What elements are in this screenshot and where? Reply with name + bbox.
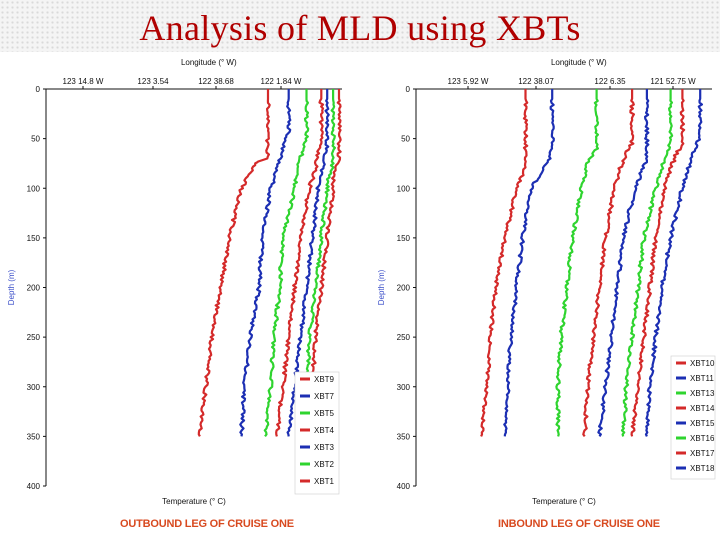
y-tick-label: 150 (397, 234, 411, 243)
top-axis-label: Longitude (° W) (551, 58, 607, 67)
top-tick-label: 123 14.8 W (63, 77, 104, 86)
inbound-chart: Longitude (° W) 123 5.92 W 122 38.07 122 6.… (377, 58, 716, 506)
x-axis-label: Temperature (° C) (162, 497, 226, 506)
title-band (0, 0, 720, 52)
y-tick-label: 250 (27, 333, 41, 342)
y-axis-label: Depth (m) (7, 269, 16, 305)
profile-xbt5 (263, 89, 310, 438)
profile-xbt7 (239, 89, 292, 437)
y-tick-label: 350 (27, 432, 41, 441)
legend-label: XBT7 (314, 392, 335, 401)
y-tick-label: 200 (27, 284, 41, 293)
y-tick-label: 300 (397, 383, 411, 392)
legend-label: XBT17 (690, 449, 715, 458)
profile-xbt16 (620, 89, 674, 437)
y-tick-label: 150 (27, 234, 41, 243)
profile-xbt13 (555, 89, 600, 437)
legend-label: XBT18 (690, 464, 715, 473)
legend-label: XBT1 (314, 477, 335, 486)
slide-title: Analysis of MLD using XBTs (139, 8, 581, 48)
profile-xbt18 (644, 89, 703, 437)
legend-label: XBT16 (690, 434, 715, 443)
legend-label: XBT10 (690, 359, 715, 368)
profile-xbt4 (275, 89, 325, 437)
y-tick-label: 50 (401, 135, 410, 144)
y-tick-label: 350 (397, 432, 411, 441)
y-tick-label: 300 (27, 383, 41, 392)
legend-label: XBT11 (690, 374, 714, 383)
top-tick-label: 122 38.68 (198, 77, 234, 86)
top-tick-label: 122 38.07 (518, 77, 554, 86)
legend-box (294, 371, 340, 495)
y-tick-label: 0 (36, 85, 41, 94)
legend-label: XBT9 (314, 375, 335, 384)
legend-label: XBT13 (690, 389, 715, 398)
y-tick-label: 50 (31, 135, 40, 144)
y-tick-label: 400 (27, 482, 41, 491)
top-tick-label: 122 6.35 (594, 77, 626, 86)
top-tick-label: 121 52.75 W (650, 77, 696, 86)
outbound-caption: OUTBOUND LEG OF CRUISE ONE (120, 518, 294, 530)
y-axis-label: Depth (m) (377, 269, 386, 305)
top-axis-label: Longitude (° W) (181, 58, 237, 67)
profile-xbt10 (480, 89, 529, 437)
profile-xbt11 (503, 89, 555, 437)
legend-label: XBT5 (314, 409, 335, 418)
y-tick-label: 250 (397, 333, 411, 342)
y-tick-label: 100 (397, 184, 411, 193)
y-tick-label: 0 (406, 85, 411, 94)
profile-xbt15 (597, 89, 650, 437)
x-axis-label: Temperature (° C) (532, 497, 596, 506)
inbound-caption: INBOUND LEG OF CRUISE ONE (498, 518, 660, 530)
top-tick-label: 122 1.84 W (261, 77, 302, 86)
profile-xbt14 (582, 89, 635, 438)
top-tick-label: 123 3.54 (137, 77, 169, 86)
top-tick-label: 123 5.92 W (448, 77, 489, 86)
legend-label: XBT4 (314, 426, 335, 435)
outbound-chart: Longitude (° W) 123 14.8 W 123 3.54 122 38.… (7, 58, 342, 506)
legend-label: XBT2 (314, 460, 335, 469)
legend-label: XBT15 (690, 419, 715, 428)
y-tick-label: 200 (397, 284, 411, 293)
y-tick-label: 400 (397, 482, 411, 491)
legend-label: XBT14 (690, 404, 715, 413)
profile-xbt17 (630, 89, 686, 437)
legend-label: XBT3 (314, 443, 335, 452)
profile-xbt9 (197, 89, 271, 437)
y-tick-label: 100 (27, 184, 41, 193)
